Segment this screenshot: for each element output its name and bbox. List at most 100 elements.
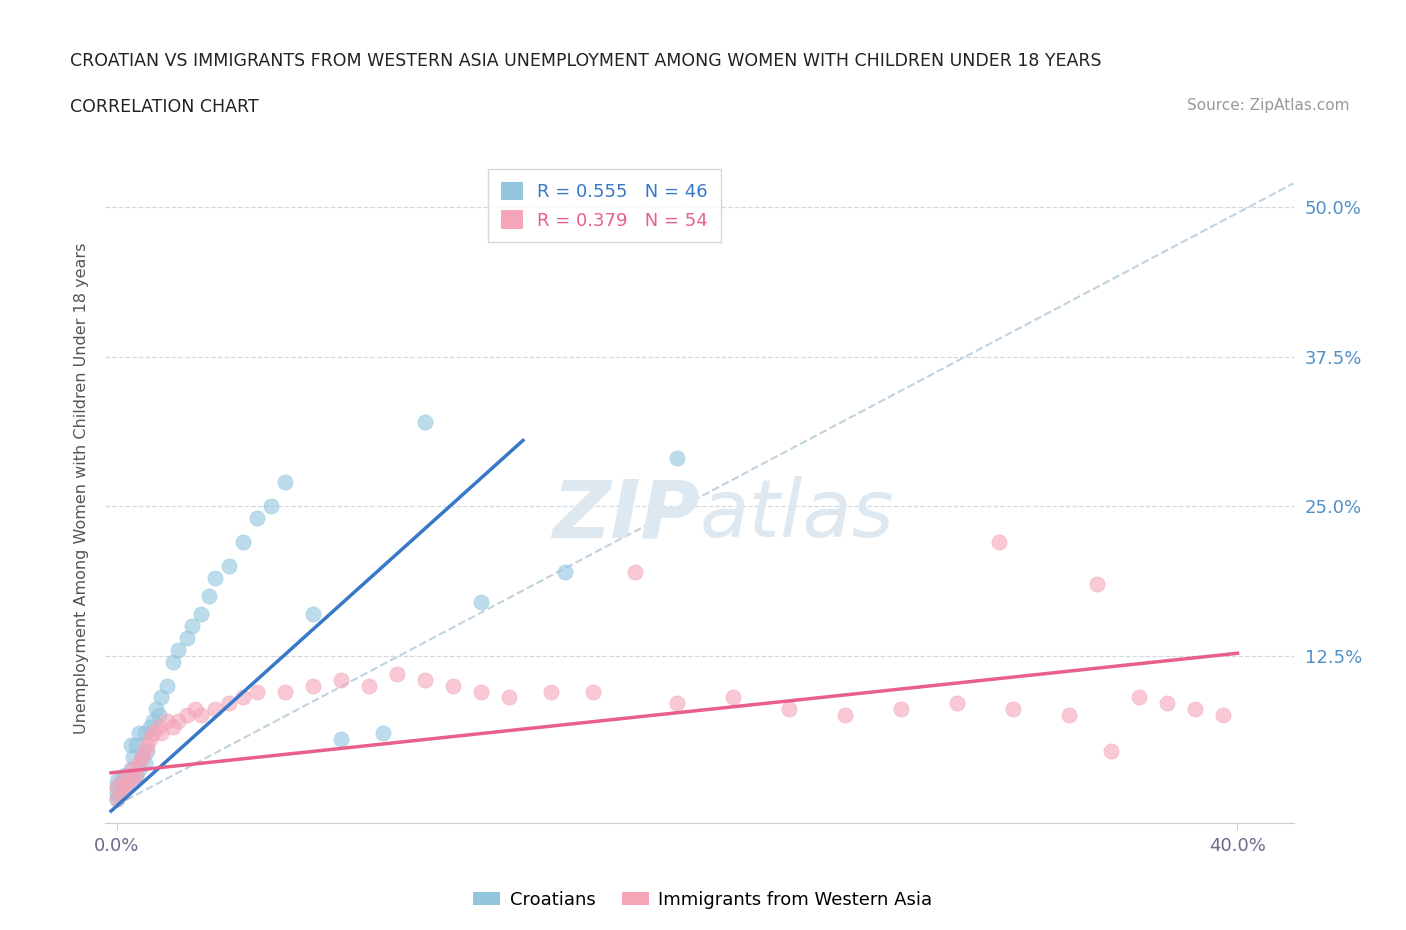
Point — [120, 737, 142, 752]
Point — [105, 791, 128, 806]
Point — [1059, 708, 1081, 723]
Point — [167, 643, 190, 658]
Point — [114, 768, 136, 783]
Point — [301, 606, 323, 621]
Text: Source: ZipAtlas.com: Source: ZipAtlas.com — [1187, 98, 1350, 113]
Point — [890, 702, 912, 717]
Legend: R = 0.555   N = 46, R = 0.379   N = 54: R = 0.555 N = 46, R = 0.379 N = 54 — [488, 169, 720, 242]
Legend: Croatians, Immigrants from Western Asia: Croatians, Immigrants from Western Asia — [467, 884, 939, 916]
Point — [134, 744, 156, 759]
Point — [218, 559, 240, 574]
Point — [128, 756, 150, 771]
Point — [329, 672, 352, 687]
Point — [125, 768, 148, 783]
Point — [946, 696, 969, 711]
Point — [624, 565, 647, 579]
Point — [181, 618, 204, 633]
Point — [204, 702, 226, 717]
Point — [148, 708, 170, 723]
Point — [190, 708, 212, 723]
Point — [988, 535, 1011, 550]
Point — [128, 762, 150, 777]
Y-axis label: Unemployment Among Women with Children Under 18 years: Unemployment Among Women with Children U… — [75, 243, 90, 734]
Point — [122, 774, 145, 789]
Point — [134, 756, 156, 771]
Point — [105, 791, 128, 806]
Point — [498, 690, 520, 705]
Point — [125, 768, 148, 783]
Point — [274, 684, 297, 699]
Point — [778, 702, 800, 717]
Point — [1128, 690, 1150, 705]
Point — [371, 726, 394, 741]
Point — [198, 589, 221, 604]
Point — [301, 678, 323, 693]
Point — [1156, 696, 1178, 711]
Point — [142, 714, 165, 729]
Point — [167, 714, 190, 729]
Point — [582, 684, 605, 699]
Point — [413, 415, 436, 430]
Point — [540, 684, 562, 699]
Text: CORRELATION CHART: CORRELATION CHART — [70, 98, 259, 115]
Point — [190, 606, 212, 621]
Point — [1184, 702, 1206, 717]
Point — [204, 570, 226, 585]
Point — [162, 720, 184, 735]
Point — [114, 779, 136, 794]
Point — [156, 678, 179, 693]
Point — [470, 594, 492, 609]
Point — [246, 511, 269, 525]
Point — [721, 690, 744, 705]
Point — [117, 768, 139, 783]
Point — [111, 774, 134, 789]
Point — [666, 696, 689, 711]
Point — [1099, 744, 1122, 759]
Point — [111, 774, 134, 789]
Point — [162, 654, 184, 669]
Point — [128, 726, 150, 741]
Point — [1002, 702, 1025, 717]
Point — [111, 786, 134, 801]
Point — [125, 737, 148, 752]
Point — [834, 708, 856, 723]
Point — [1085, 577, 1108, 591]
Text: atlas: atlas — [700, 476, 894, 554]
Point — [105, 779, 128, 794]
Point — [117, 774, 139, 789]
Point — [176, 708, 198, 723]
Point — [156, 714, 179, 729]
Point — [114, 779, 136, 794]
Point — [136, 737, 159, 752]
Point — [218, 696, 240, 711]
Point — [246, 684, 269, 699]
Point — [232, 690, 254, 705]
Point — [232, 535, 254, 550]
Point — [105, 774, 128, 789]
Point — [105, 779, 128, 794]
Point — [134, 726, 156, 741]
Point — [666, 451, 689, 466]
Point — [142, 726, 165, 741]
Point — [122, 750, 145, 764]
Point — [105, 786, 128, 801]
Point — [131, 750, 153, 764]
Point — [274, 475, 297, 490]
Point — [139, 720, 162, 735]
Point — [176, 631, 198, 645]
Point — [148, 720, 170, 735]
Point — [122, 762, 145, 777]
Point — [329, 732, 352, 747]
Point — [139, 732, 162, 747]
Point — [470, 684, 492, 699]
Point — [260, 498, 283, 513]
Point — [150, 726, 173, 741]
Point — [441, 678, 464, 693]
Point — [111, 786, 134, 801]
Point — [184, 702, 207, 717]
Point — [413, 672, 436, 687]
Text: CROATIAN VS IMMIGRANTS FROM WESTERN ASIA UNEMPLOYMENT AMONG WOMEN WITH CHILDREN : CROATIAN VS IMMIGRANTS FROM WESTERN ASIA… — [70, 52, 1102, 70]
Point — [385, 666, 408, 681]
Point — [145, 702, 167, 717]
Point — [131, 750, 153, 764]
